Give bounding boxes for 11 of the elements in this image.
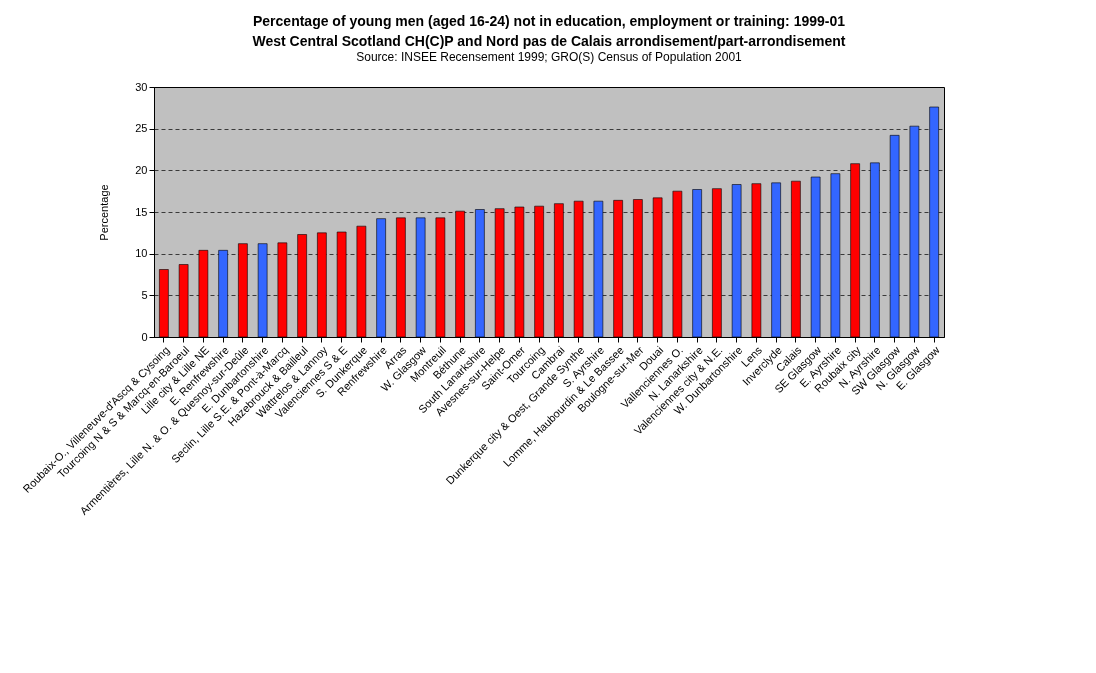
chart-title: Percentage of young men (aged 16-24) not in education, employment or training: 1999-01 bbox=[252, 13, 846, 29]
y-tick-label: 5 bbox=[141, 288, 148, 301]
chart-subtitle: West Central Scotland CH(C)P and Nord pas de Calais arrondisement/part-arrondisement bbox=[252, 33, 846, 49]
y-tick-label: 10 bbox=[135, 247, 148, 260]
y-tick-label: 25 bbox=[135, 122, 148, 135]
y-tick-label: 30 bbox=[135, 80, 148, 93]
y-axis-title: Percentage bbox=[98, 184, 111, 241]
y-tick-label: 20 bbox=[135, 163, 148, 176]
source-note: Source: INSEE Recensement 1999; GRO(S) Census of Population 2001 bbox=[356, 50, 743, 64]
y-tick-label: 15 bbox=[135, 205, 148, 218]
y-tick-label: 0 bbox=[141, 330, 148, 343]
